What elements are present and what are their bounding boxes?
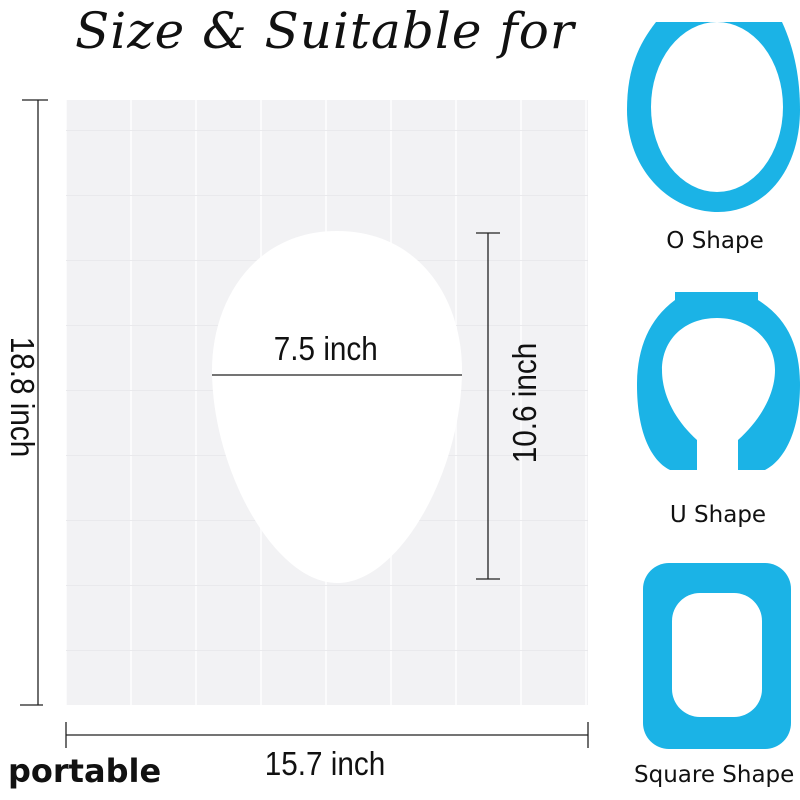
o-shape-label: O Shape [666,228,764,254]
square-shape-seat-icon [643,563,791,749]
seat-cover-hole [212,231,462,583]
height-dimension-label: 18.8 inch [4,336,41,458]
square-shape-label: Square Shape [634,762,795,788]
page-title: Size & Suitable for [75,2,575,60]
u-shape-seat-icon [637,292,800,470]
u-shape-label: U Shape [669,502,767,528]
hole-height-label: 10.6 inch [506,342,543,464]
hole-width-label: 7.5 inch [273,330,378,367]
o-shape-seat-icon [627,22,800,212]
width-dimension-label: 15.7 inch [264,745,386,782]
portable-caption: portable [8,752,162,790]
dimension-lines [20,99,589,748]
